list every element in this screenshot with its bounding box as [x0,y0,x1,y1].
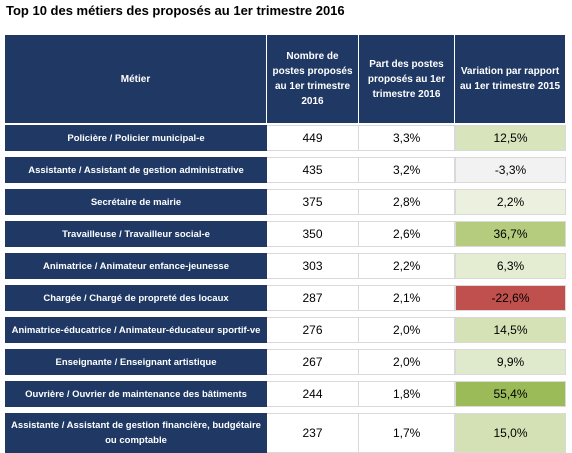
cell-metier: Chargée / Chargé de propreté des locaux [5,285,267,311]
table-row: Chargée / Chargé de propreté des locaux … [5,285,566,311]
cell-nombre: 287 [267,285,359,311]
cell-variation: 55,4% [455,381,566,407]
cell-metier: Animatrice / Animateur enfance-jeunesse [5,253,267,279]
table-row: Secrétaire de mairie 375 2,8% 2,2% [5,189,566,215]
cell-nombre: 303 [267,253,359,279]
cell-variation: 6,3% [455,253,566,279]
cell-nombre: 244 [267,381,359,407]
cell-metier: Travailleuse / Travailleur social-e [5,221,267,247]
table-row: Assistante / Assistant de gestion financ… [5,413,566,453]
table-row: Animatrice-éducatrice / Animateur-éducat… [5,317,566,343]
header-metier: Métier [5,35,267,123]
header-variation: Variation par rapport au 1er trimestre 2… [455,35,566,123]
table-header: Métier Nombre de postes proposés au 1er … [5,35,566,123]
cell-variation: 14,5% [455,317,566,343]
cell-variation: 36,7% [455,221,566,247]
cell-part: 3,2% [359,157,455,183]
cell-variation: -22,6% [455,285,566,311]
cell-nombre: 435 [267,157,359,183]
cell-part: 2,2% [359,253,455,279]
cell-part: 2,0% [359,317,455,343]
table-row: Travailleuse / Travailleur social-e 350 … [5,221,566,247]
cell-metier: Policière / Policier municipal-e [5,125,267,151]
cell-part: 2,8% [359,189,455,215]
cell-metier: Enseignante / Enseignant artistique [5,349,267,375]
cell-variation: 2,2% [455,189,566,215]
cell-part: 2,6% [359,221,455,247]
cell-part: 2,0% [359,349,455,375]
cell-metier: Assistante / Assistant de gestion financ… [5,413,267,453]
cell-nombre: 276 [267,317,359,343]
cell-nombre: 350 [267,221,359,247]
table-row: Policière / Policier municipal-e 449 3,3… [5,125,566,151]
table-row: Animatrice / Animateur enfance-jeunesse … [5,253,566,279]
cell-part: 3,3% [359,125,455,151]
table-row: Assistante / Assistant de gestion admini… [5,157,566,183]
metiers-table: Métier Nombre de postes proposés au 1er … [5,35,566,453]
page-title: Top 10 des métiers des proposés au 1er t… [6,3,345,18]
cell-metier: Assistante / Assistant de gestion admini… [5,157,267,183]
cell-nombre: 267 [267,349,359,375]
table-row: Enseignante / Enseignant artistique 267 … [5,349,566,375]
cell-part: 1,8% [359,381,455,407]
cell-variation: 9,9% [455,349,566,375]
cell-variation: -3,3% [455,157,566,183]
cell-metier: Ouvrière / Ouvrier de maintenance des bâ… [5,381,267,407]
cell-part: 2,1% [359,285,455,311]
header-part: Part des postes proposés au 1er trimestr… [359,35,455,123]
cell-nombre: 449 [267,125,359,151]
table-row: Ouvrière / Ouvrier de maintenance des bâ… [5,381,566,407]
cell-variation: 15,0% [455,413,566,453]
header-nombre: Nombre de postes proposés au 1er trimest… [267,35,359,123]
cell-metier: Animatrice-éducatrice / Animateur-éducat… [5,317,267,343]
cell-variation: 12,5% [455,125,566,151]
cell-nombre: 375 [267,189,359,215]
cell-part: 1,7% [359,413,455,453]
cell-nombre: 237 [267,413,359,453]
cell-metier: Secrétaire de mairie [5,189,267,215]
